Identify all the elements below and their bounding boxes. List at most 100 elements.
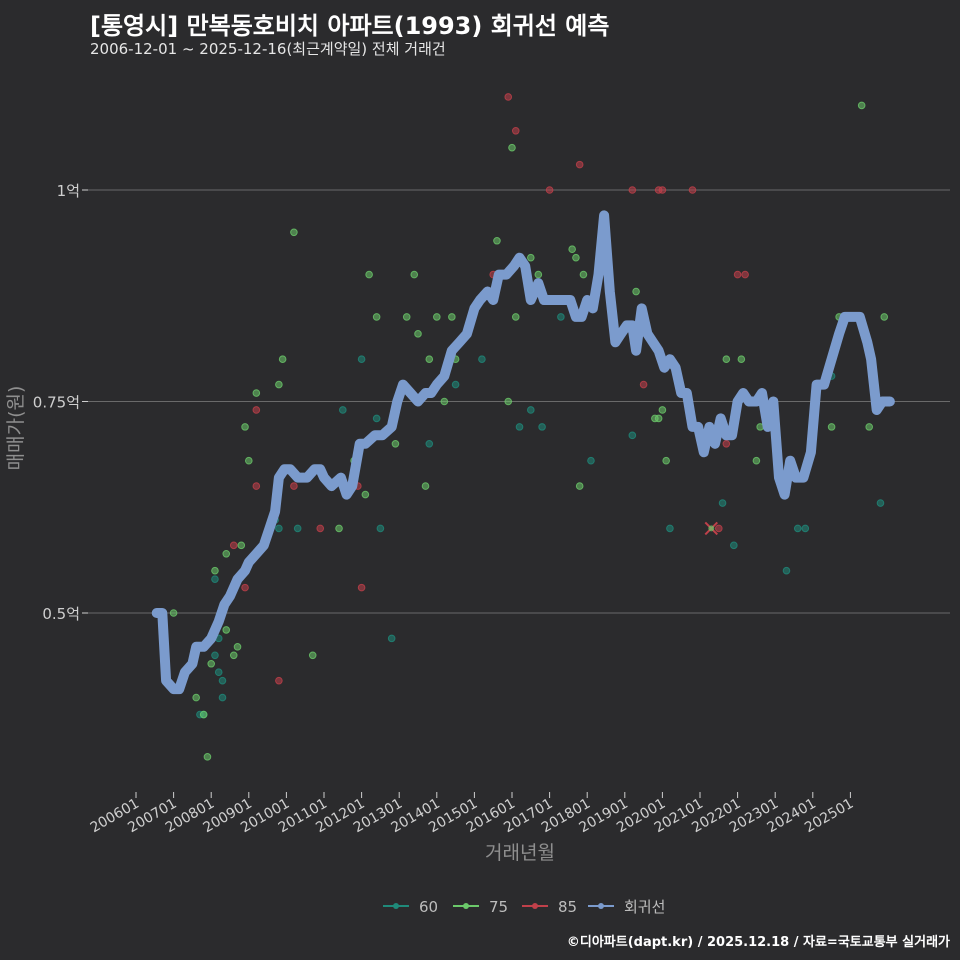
- legend-item-s60: 60: [383, 898, 438, 916]
- point-75: [865, 423, 874, 431]
- y-tick-label: 0.5억: [42, 605, 80, 623]
- point-85: [252, 482, 261, 490]
- gridlines: [88, 189, 950, 614]
- legend: 60 75 85 회귀선: [383, 898, 665, 916]
- point-85: [229, 541, 238, 550]
- point-60: [425, 440, 434, 448]
- x-axis-ticks: 2006012007012008012009012010012011012012…: [88, 792, 856, 836]
- point-75: [241, 423, 249, 431]
- point-75: [493, 236, 501, 245]
- point-85: [688, 186, 697, 194]
- point-75: [575, 482, 584, 490]
- point-75: [737, 355, 746, 364]
- legend-swatch-dot: [393, 903, 399, 909]
- point-75: [372, 313, 381, 321]
- point-85: [741, 270, 749, 279]
- regression-layer: [151, 210, 895, 695]
- point-75: [662, 456, 670, 465]
- point-75: [192, 693, 200, 702]
- point-75: [433, 313, 441, 321]
- legend-swatch-dot: [532, 903, 538, 909]
- regression-line: [151, 210, 895, 695]
- point-75: [421, 482, 430, 490]
- point-85: [241, 583, 249, 592]
- point-75: [335, 524, 343, 533]
- point-75: [632, 287, 640, 296]
- point-75: [504, 397, 513, 406]
- point-75: [572, 253, 580, 262]
- point-85: [316, 524, 325, 533]
- point-60: [376, 524, 385, 533]
- point-60: [718, 499, 727, 507]
- point-75: [827, 423, 836, 431]
- point-60: [793, 524, 802, 533]
- point-75: [658, 406, 667, 414]
- point-60: [357, 355, 366, 364]
- point-60: [211, 651, 219, 660]
- point-75: [722, 355, 731, 364]
- point-75: [169, 609, 178, 617]
- point-75: [527, 253, 535, 262]
- point-85: [722, 440, 731, 448]
- point-85: [658, 186, 667, 194]
- point-75: [278, 355, 287, 364]
- point-75: [365, 270, 373, 279]
- y-axis-title: 매매가(원): [5, 386, 27, 471]
- point-60: [293, 524, 302, 533]
- point-75: [508, 143, 516, 152]
- annotations: [704, 521, 718, 536]
- point-75: [237, 541, 246, 550]
- point-60: [666, 524, 674, 533]
- point-85: [628, 186, 637, 194]
- legend-label: 회귀선: [624, 898, 665, 916]
- point-75: [410, 270, 419, 279]
- point-85: [290, 482, 298, 490]
- y-axis-ticks: 0.5억 0.75억 1억: [33, 182, 88, 623]
- point-60: [211, 575, 219, 583]
- point-75: [275, 380, 283, 389]
- point-85: [639, 380, 648, 389]
- point-75: [222, 626, 231, 634]
- point-60: [527, 406, 535, 414]
- point-75: [207, 659, 215, 668]
- point-75: [534, 270, 543, 279]
- cross-marker: [704, 521, 718, 536]
- point-60: [387, 634, 396, 643]
- point-75: [752, 456, 761, 465]
- point-75: [511, 313, 520, 321]
- point-85: [545, 186, 554, 194]
- point-85: [575, 160, 584, 169]
- point-75: [880, 313, 889, 321]
- point-75: [857, 101, 866, 110]
- legend-item-s75: 75: [453, 898, 508, 916]
- point-85: [504, 93, 513, 101]
- legend-item-regression: 회귀선: [588, 898, 665, 916]
- point-75: [203, 753, 212, 761]
- point-75: [229, 651, 238, 660]
- point-75: [414, 330, 422, 338]
- point-60: [339, 406, 347, 414]
- point-75: [308, 651, 317, 660]
- point-60: [538, 423, 546, 431]
- point-60: [628, 431, 637, 440]
- point-75: [654, 414, 663, 423]
- point-60: [218, 676, 227, 685]
- y-tick-label: 1억: [57, 182, 80, 200]
- point-60: [372, 414, 381, 423]
- point-75: [568, 245, 576, 254]
- point-75: [361, 490, 370, 499]
- point-60: [478, 355, 486, 364]
- point-75: [199, 710, 208, 719]
- point-85: [733, 270, 742, 279]
- point-75: [233, 643, 242, 651]
- legend-label: 60: [419, 898, 438, 916]
- point-85: [357, 583, 366, 592]
- chart-title: [통영시] 만복동호비치 아파트(1993) 회귀선 예측: [90, 12, 610, 40]
- point-85: [252, 406, 261, 414]
- legend-label: 85: [558, 898, 577, 916]
- chart-subtitle: 2006-12-01 ~ 2025-12-16(최근계약일) 전체 거래건: [90, 40, 446, 58]
- point-75: [245, 456, 253, 465]
- legend-swatch-dot: [463, 903, 469, 909]
